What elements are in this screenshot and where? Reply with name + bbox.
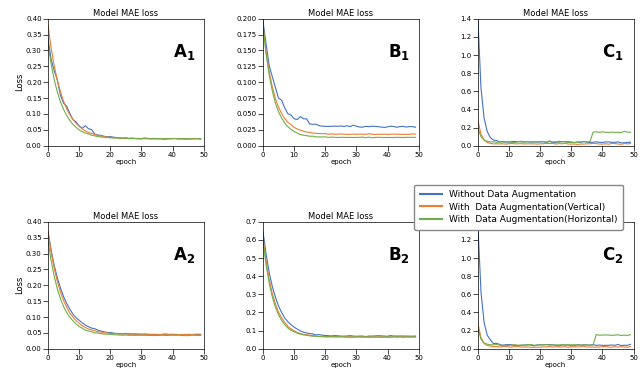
X-axis label: epoch: epoch [115, 159, 136, 165]
Text: $\mathbf{A_{1}}$: $\mathbf{A_{1}}$ [173, 42, 195, 62]
Y-axis label: Loss: Loss [15, 276, 24, 294]
Title: Model MAE loss: Model MAE loss [308, 9, 373, 18]
X-axis label: epoch: epoch [330, 159, 351, 165]
Title: Model MAE loss: Model MAE loss [523, 9, 588, 18]
Title: Model MAE loss: Model MAE loss [93, 212, 159, 221]
X-axis label: epoch: epoch [330, 362, 351, 368]
Legend: Without Data Augmentation, With  Data Augmentation(Vertical), With  Data Augment: Without Data Augmentation, With Data Aug… [414, 184, 623, 230]
Text: $\mathbf{C_{1}}$: $\mathbf{C_{1}}$ [602, 42, 624, 62]
Title: Model MAE loss: Model MAE loss [93, 9, 159, 18]
Title: Model MAE loss: Model MAE loss [308, 212, 373, 221]
X-axis label: epoch: epoch [115, 362, 136, 368]
Text: $\mathbf{C_{2}}$: $\mathbf{C_{2}}$ [602, 244, 624, 265]
X-axis label: epoch: epoch [545, 159, 566, 165]
Y-axis label: Loss: Loss [15, 73, 24, 92]
Text: $\mathbf{B_{2}}$: $\mathbf{B_{2}}$ [388, 244, 410, 265]
Text: $\mathbf{A_{2}}$: $\mathbf{A_{2}}$ [173, 244, 195, 265]
Title: Model MAE loss: Model MAE loss [523, 212, 588, 221]
X-axis label: epoch: epoch [545, 362, 566, 368]
Text: $\mathbf{B_{1}}$: $\mathbf{B_{1}}$ [388, 42, 410, 62]
